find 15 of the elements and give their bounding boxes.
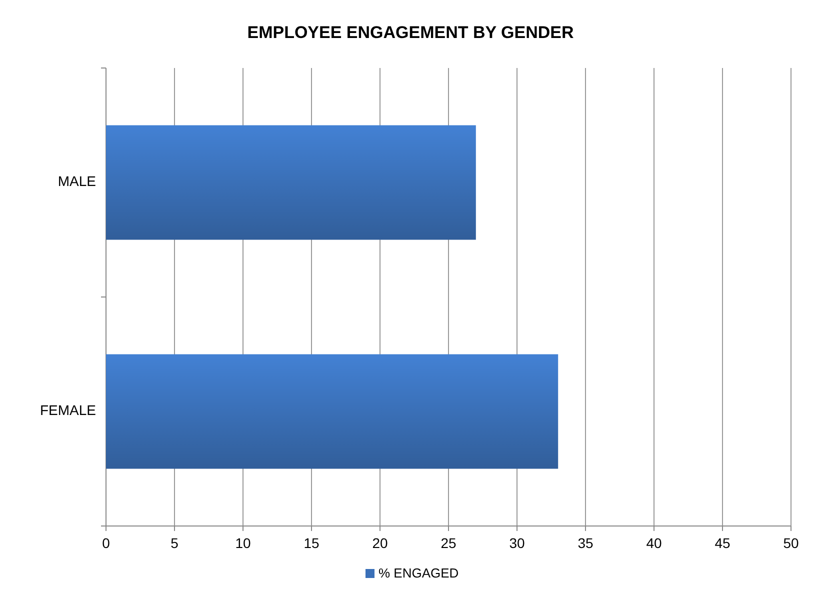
x-tick-label: 25 [440, 535, 456, 551]
x-tick-label: 0 [102, 535, 110, 551]
x-tick-label: 30 [509, 535, 525, 551]
x-tick-label: 35 [578, 535, 594, 551]
legend-label: % ENGAGED [378, 565, 459, 580]
chart-title: EMPLOYEE ENGAGEMENT BY GENDER [247, 23, 574, 42]
x-tick-label: 15 [304, 535, 320, 551]
y-tick-label: FEMALE [40, 402, 96, 418]
x-tick-label: 45 [714, 535, 730, 551]
x-tick-label: 10 [235, 535, 251, 551]
x-tick-label: 20 [372, 535, 388, 551]
x-tick-label: 40 [646, 535, 662, 551]
x-tick-label: 50 [783, 535, 799, 551]
x-tick-label: 5 [170, 535, 179, 551]
y-tick-label: MALE [58, 173, 96, 190]
